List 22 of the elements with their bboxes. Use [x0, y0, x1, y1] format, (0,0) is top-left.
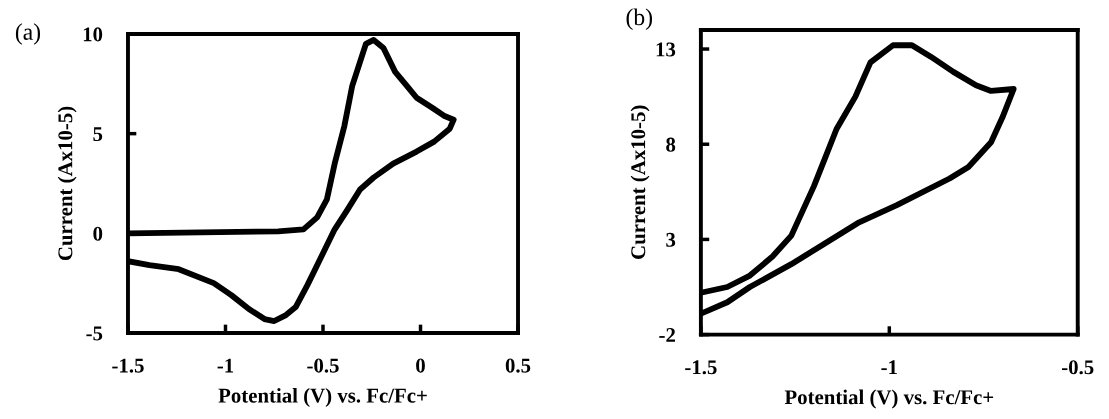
x-tick-label: 0	[416, 358, 425, 373]
text: (b)	[626, 8, 653, 30]
x-tick-label: -1.5	[685, 360, 717, 375]
y-tick-label: 0	[93, 226, 103, 241]
x-tick-label: -1	[217, 358, 234, 373]
x-tick-label: -1	[881, 360, 897, 375]
y-tick-label: -2	[659, 328, 675, 342]
y-tick-label: 10	[83, 27, 103, 42]
x-tick-label: -0.5	[307, 358, 339, 373]
x-tick-label: 0.5	[505, 358, 531, 373]
y-tick-label: 5	[93, 127, 103, 142]
y-tick-label: -5	[86, 326, 103, 341]
y-axis-title: Current (Ax10-5)	[57, 106, 77, 261]
y-tick-label: 3	[666, 232, 676, 247]
x-tick-label: -0.5	[1062, 360, 1094, 375]
y-tick-label: 8	[666, 137, 676, 152]
y-tick-label: 13	[656, 42, 676, 57]
y-axis-title: Current (Ax10-5)	[630, 105, 650, 259]
text: (a)	[15, 23, 41, 45]
x-tick-label: -1.5	[112, 358, 144, 373]
x-axis-title: Potential (V) vs. Fc/Fc+	[784, 389, 994, 409]
x-axis-title: Potential (V) vs. Fc/Fc+	[218, 387, 427, 407]
